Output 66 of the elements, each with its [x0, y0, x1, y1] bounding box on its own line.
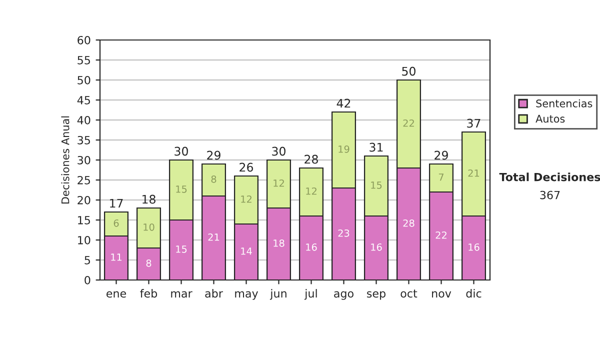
x-tick-label: oct — [400, 290, 418, 298]
total-label: 28 — [304, 154, 318, 164]
y-tick-label: 20 — [78, 196, 90, 204]
x-tick-label: may — [235, 291, 258, 300]
y-tick-label: 10 — [78, 236, 90, 244]
y-tick-label: 60 — [78, 36, 90, 44]
total-label: 30 — [174, 146, 188, 156]
x-tick-label: jun — [270, 289, 286, 300]
total-label: 50 — [402, 66, 416, 76]
y-axis-title: Decisiones Anual — [61, 116, 70, 204]
data-label: 10 — [144, 223, 154, 231]
data-label: 16 — [371, 243, 382, 251]
y-tick-label: 15 — [78, 216, 90, 224]
data-label: 12 — [241, 195, 252, 203]
y-tick-label: 5 — [84, 256, 90, 264]
data-label: 22 — [403, 119, 414, 127]
text: Total Decisiones — [499, 172, 600, 182]
data-label: 21 — [208, 233, 220, 241]
data-label: 8 — [146, 259, 152, 267]
y-tick-label: 0 — [84, 276, 90, 284]
y-tick-label: 40 — [77, 116, 90, 124]
y-tick-label: 45 — [77, 96, 90, 104]
data-label: 19 — [338, 145, 350, 153]
x-tick-label: nov — [432, 291, 452, 298]
y-tick-label: 50 — [78, 76, 90, 84]
x-tick-label: ene — [106, 291, 126, 298]
data-label: 18 — [274, 239, 284, 247]
data-label: 21 — [468, 169, 480, 177]
x-tick-label: mar — [171, 291, 192, 298]
total-label: 18 — [142, 194, 156, 204]
x-tick-label: jul — [304, 289, 317, 300]
y-tick-label: 55 — [78, 56, 90, 64]
data-label: 12 — [306, 187, 316, 195]
x-tick-label: abr — [205, 289, 223, 298]
total-label: 31 — [370, 142, 383, 152]
data-label: 8 — [211, 175, 216, 183]
x-tick-label: ago — [334, 291, 354, 300]
x-tick-label: feb — [140, 289, 158, 298]
total-label: 42 — [336, 98, 350, 108]
data-label: 7 — [438, 174, 444, 181]
data-label: 14 — [241, 248, 252, 255]
total-label: 17 — [110, 198, 123, 208]
data-label: 12 — [274, 179, 284, 187]
data-label: 22 — [436, 231, 446, 239]
legend-label: Autos — [536, 114, 565, 123]
x-tick-label: sep — [367, 291, 386, 300]
data-label: 16 — [468, 243, 480, 251]
data-label: 15 — [176, 186, 187, 193]
data-label: 28 — [403, 219, 414, 227]
data-label: 23 — [338, 229, 350, 237]
total-label: 37 — [467, 118, 480, 128]
total-label: 26 — [240, 162, 254, 172]
y-tick-label: 35 — [78, 136, 90, 144]
total-label: 30 — [272, 146, 286, 156]
data-label: 15 — [371, 182, 382, 189]
total-label: 29 — [434, 150, 448, 160]
data-label: 15 — [176, 246, 187, 253]
y-tick-label: 30 — [78, 156, 90, 164]
data-label: 6 — [114, 219, 119, 227]
legend-label: Sentencias — [536, 99, 592, 108]
y-tick-label: 25 — [78, 176, 90, 184]
x-tick-label: dic — [466, 289, 482, 298]
text: 367 — [540, 190, 560, 200]
data-label: 11 — [111, 254, 122, 261]
data-label: 16 — [306, 243, 317, 251]
total-label: 29 — [207, 150, 220, 160]
